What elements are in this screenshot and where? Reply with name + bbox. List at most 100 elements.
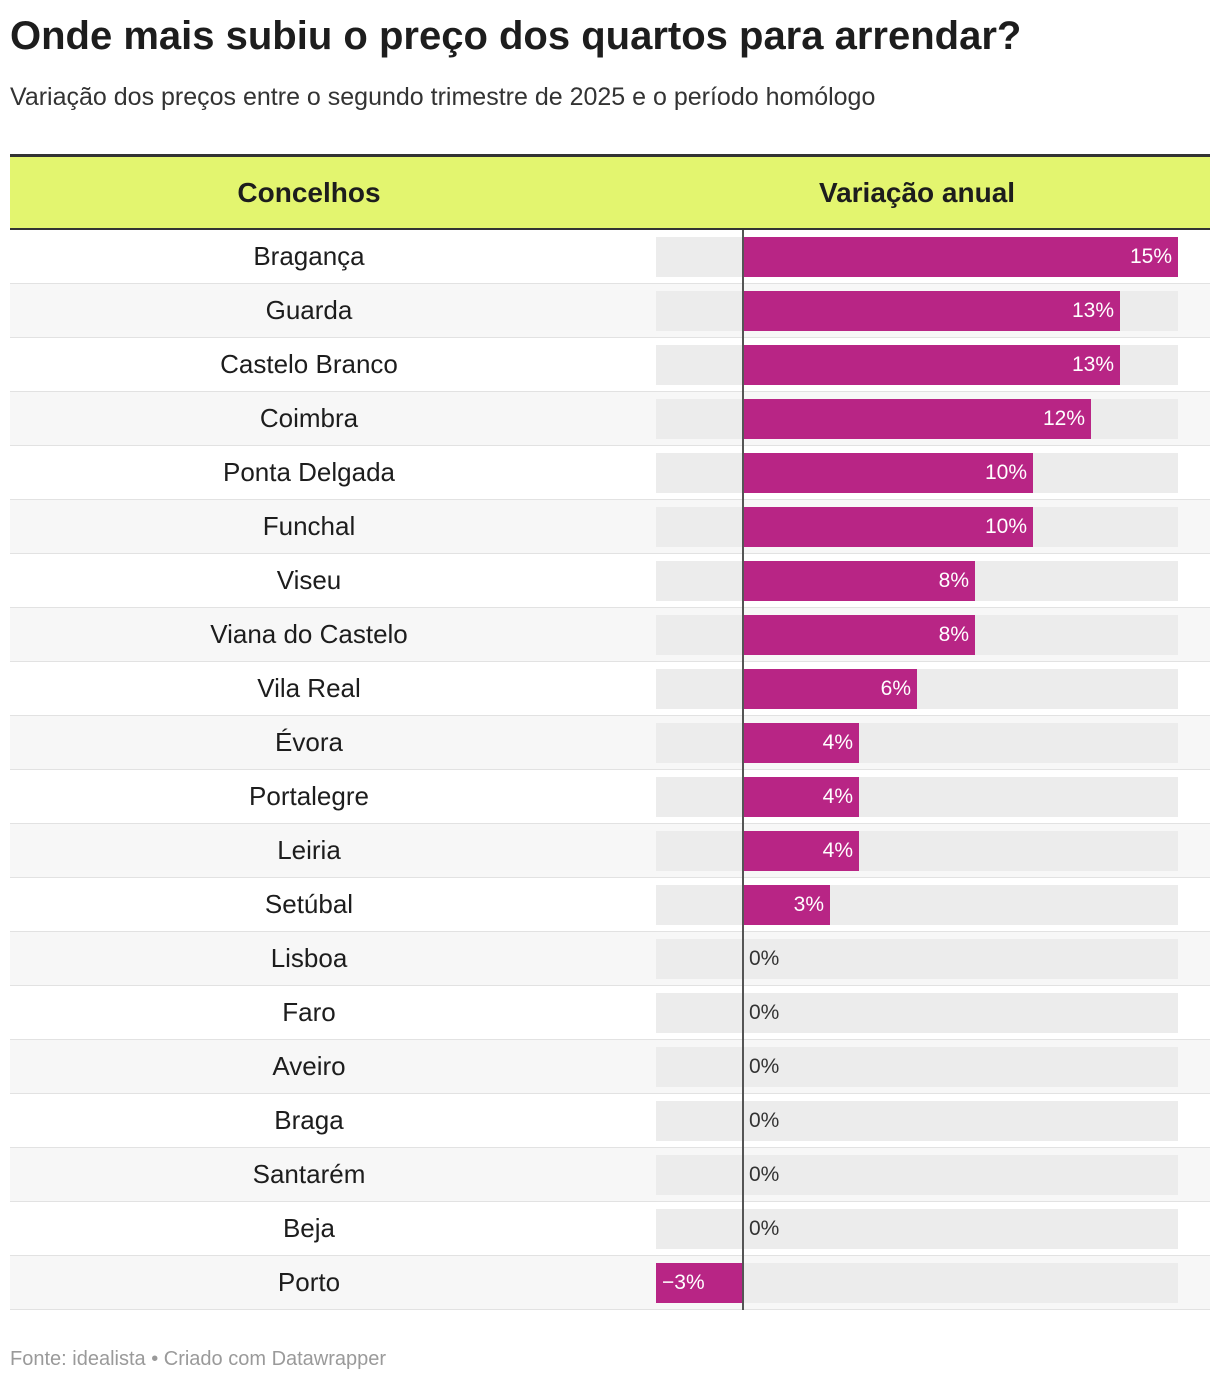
bar-value-label: 12%: [1042, 407, 1085, 430]
bar: [743, 615, 975, 655]
table-header: Concelhos Variação anual: [10, 154, 1210, 230]
table-body: Bragança 15% Guarda 13% Castelo Branco 13% Coi…: [10, 230, 1210, 1310]
bar-track: 12%: [656, 399, 1178, 439]
bar: [656, 1263, 743, 1303]
bar-track: −3%: [656, 1263, 1178, 1303]
bar-track: 6%: [656, 669, 1178, 709]
bar-track: 4%: [656, 723, 1178, 763]
bar-value-label: 10%: [984, 461, 1027, 484]
table-row: Vila Real 6%: [10, 662, 1210, 716]
row-concelho-label: Setúbal: [264, 889, 354, 919]
column-header-concelhos: Concelhos: [237, 177, 381, 208]
table-row: Leiria 4%: [10, 824, 1210, 878]
row-concelho-label: Ponta Delgada: [222, 457, 396, 487]
bar-track: 3%: [656, 885, 1178, 925]
row-concelho-label: Viseu: [276, 565, 342, 595]
bar-value-label: 13%: [1071, 353, 1114, 376]
table-row: Viana do Castelo 8%: [10, 608, 1210, 662]
bar-track: 0%: [656, 993, 1178, 1033]
bar-value-label: 15%: [1129, 245, 1172, 268]
row-concelho-label: Aveiro: [272, 1051, 346, 1081]
table-row: Beja 0%: [10, 1202, 1210, 1256]
bar-track: 4%: [656, 777, 1178, 817]
table-row: Setúbal 3%: [10, 878, 1210, 932]
bar-track: 0%: [656, 1209, 1178, 1249]
bar-track: 10%: [656, 507, 1178, 547]
bar-value-label: 4%: [822, 731, 853, 754]
bar-value-label: 0%: [749, 1217, 780, 1240]
table-row: Castelo Branco 13%: [10, 338, 1210, 392]
row-concelho-label: Funchal: [262, 511, 356, 541]
row-concelho-label: Porto: [277, 1267, 341, 1297]
bar: [743, 831, 859, 871]
bar: [743, 561, 975, 601]
bar-value-label: 0%: [749, 1109, 780, 1132]
bar-value-label: 4%: [822, 839, 853, 862]
table-row: Santarém 0%: [10, 1148, 1210, 1202]
bar-track: 0%: [656, 1101, 1178, 1141]
bar-value-label: −3%: [662, 1271, 705, 1294]
source-footer: Fonte: idealista • Criado com Datawrappe…: [10, 1348, 387, 1370]
bar: [743, 399, 1091, 439]
table-row: Coimbra 12%: [10, 392, 1210, 446]
row-concelho-label: Lisboa: [270, 943, 348, 973]
bar-value-label: 8%: [938, 623, 969, 646]
row-concelho-label: Faro: [282, 997, 336, 1027]
zero-axis-line: [742, 230, 744, 1310]
bar-track: 13%: [656, 345, 1178, 385]
bar: [743, 453, 1033, 493]
bar-value-label: 6%: [880, 677, 911, 700]
table-row: Funchal 10%: [10, 500, 1210, 554]
row-concelho-label: Vila Real: [257, 673, 361, 703]
bar: [743, 723, 859, 763]
bar-track: 0%: [656, 939, 1178, 979]
bar: [743, 291, 1120, 331]
row-concelho-label: Beja: [282, 1213, 336, 1243]
table-row: Bragança 15%: [10, 230, 1210, 284]
bar-track: 0%: [656, 1047, 1178, 1087]
row-concelho-label: Guarda: [265, 295, 353, 325]
table-row: Ponta Delgada 10%: [10, 446, 1210, 500]
bar-track: 4%: [656, 831, 1178, 871]
chart-title: Onde mais subiu o preço dos quartos para…: [10, 14, 1022, 58]
table-row: Évora 4%: [10, 716, 1210, 770]
bar-value-label: 3%: [793, 893, 824, 916]
bar: [743, 669, 917, 709]
row-concelho-label: Viana do Castelo: [210, 619, 408, 649]
data-table: Concelhos Variação anual Bragança 15% Guar…: [10, 154, 1210, 1310]
table-row: Guarda 13%: [10, 284, 1210, 338]
row-concelho-label: Évora: [275, 727, 343, 757]
table-row: Portalegre 4%: [10, 770, 1210, 824]
bar-track: 8%: [656, 561, 1178, 601]
bar: [743, 885, 830, 925]
row-concelho-label: Leiria: [277, 835, 341, 865]
bar-track: 10%: [656, 453, 1178, 493]
bar-value-label: 0%: [749, 1001, 780, 1024]
bar-value-label: 10%: [984, 515, 1027, 538]
table-row: Lisboa 0%: [10, 932, 1210, 986]
row-concelho-label: Coimbra: [259, 403, 359, 433]
bar-track: 13%: [656, 291, 1178, 331]
bar-value-label: 13%: [1071, 299, 1114, 322]
row-concelho-label: Braga: [274, 1105, 344, 1135]
chart-subtitle: Variação dos preços entre o segundo trim…: [10, 83, 876, 111]
table-row: Viseu 8%: [10, 554, 1210, 608]
bar-track: 8%: [656, 615, 1178, 655]
row-concelho-label: Santarém: [252, 1159, 366, 1189]
bar: [743, 777, 859, 817]
bar: [743, 345, 1120, 385]
bar-value-label: 8%: [938, 569, 969, 592]
row-concelho-label: Castelo Branco: [220, 349, 398, 379]
bar-track: 0%: [656, 1155, 1178, 1195]
table-row: Porto −3%: [10, 1256, 1210, 1310]
row-concelho-label: Bragança: [253, 241, 365, 271]
bar: [743, 507, 1033, 547]
bar: [743, 237, 1178, 277]
bar-value-label: 4%: [822, 785, 853, 808]
bar-track: 15%: [656, 237, 1178, 277]
table-row: Aveiro 0%: [10, 1040, 1210, 1094]
table-row: Braga 0%: [10, 1094, 1210, 1148]
bar-value-label: 0%: [749, 947, 780, 970]
bar-value-label: 0%: [749, 1163, 780, 1186]
bar-value-label: 0%: [749, 1055, 780, 1078]
